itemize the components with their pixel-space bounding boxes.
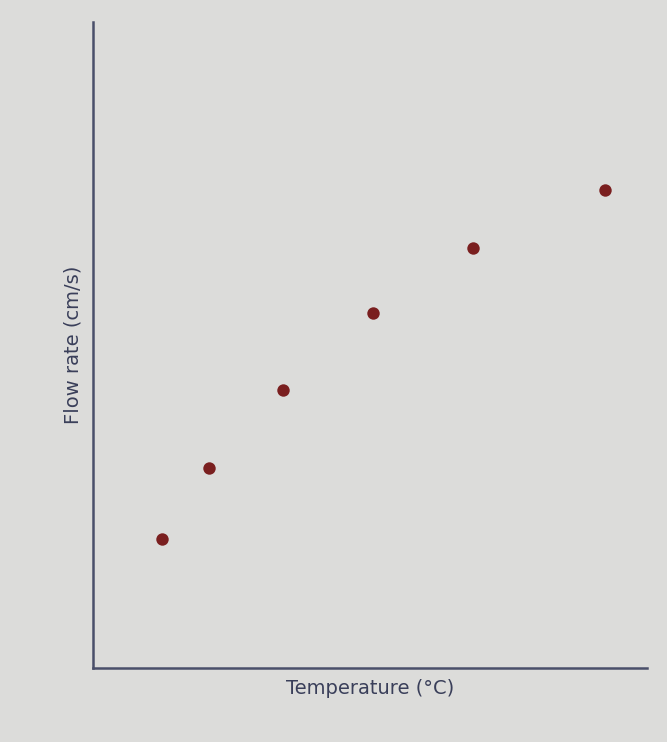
Point [468, 242, 478, 254]
Point [368, 307, 378, 319]
Point [157, 533, 167, 545]
Point [204, 462, 215, 473]
Y-axis label: Flow rate (cm/s): Flow rate (cm/s) [63, 266, 82, 424]
Point [278, 384, 289, 396]
Point [600, 184, 610, 196]
X-axis label: Temperature (°C): Temperature (°C) [286, 679, 454, 698]
